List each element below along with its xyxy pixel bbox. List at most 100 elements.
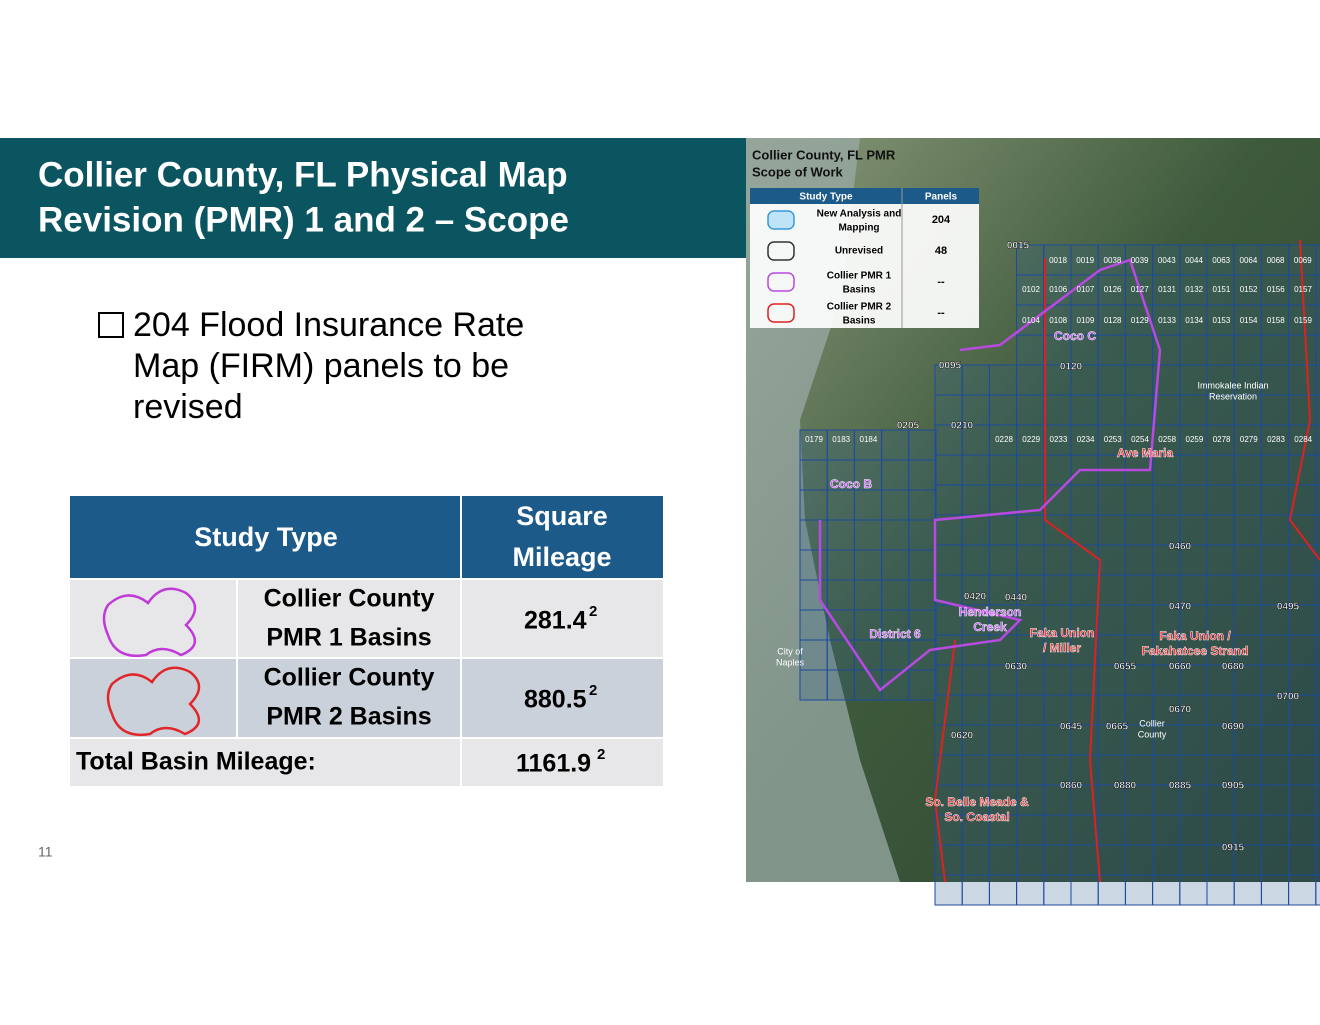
panel-label: 0106 xyxy=(1049,285,1067,294)
title: Collier County, FL Physical Map xyxy=(38,155,568,194)
row-label: PMR 2 Basins xyxy=(266,703,431,731)
region-label: Henderson xyxy=(959,605,1022,619)
panel-label: 0095 xyxy=(939,361,962,372)
table-header: Study Type xyxy=(194,522,338,552)
page-number: 11 xyxy=(38,844,53,860)
panel-label: 0885 xyxy=(1169,781,1192,792)
panel-label: 0905 xyxy=(1222,781,1245,792)
panel-label: 0183 xyxy=(832,435,850,444)
panel-label: 0102 xyxy=(1022,285,1040,294)
panel-label: 0064 xyxy=(1240,256,1258,265)
bullet-text: Map (FIRM) panels to be xyxy=(133,347,509,385)
panel-label: 0063 xyxy=(1212,256,1230,265)
panel-label: 0915 xyxy=(1222,843,1245,854)
checkbox xyxy=(98,312,124,338)
panel-label: 0068 xyxy=(1267,256,1285,265)
table-header: Mileage xyxy=(512,542,611,572)
place-label: Immokalee Indian xyxy=(1197,380,1268,390)
panel-label: 0495 xyxy=(1277,602,1300,613)
bullet-text: 204 Flood Insurance Rate xyxy=(133,306,524,344)
legend-icon xyxy=(767,272,795,292)
map-title: Collier County, FL PMR xyxy=(752,147,896,162)
panel-label: 0470 xyxy=(1169,602,1192,613)
panel-label: 0131 xyxy=(1158,285,1176,294)
header: Collier County, FL Physical Map Revision … xyxy=(38,155,569,239)
legend-label: Basins xyxy=(843,316,876,327)
panel-label: 0700 xyxy=(1277,692,1300,703)
panel-label: 0108 xyxy=(1049,316,1067,325)
header-bar xyxy=(0,138,748,258)
panel-label: 0154 xyxy=(1240,316,1258,325)
panel-label: 0645 xyxy=(1060,722,1083,733)
panel-label: 0015 xyxy=(1007,241,1030,252)
panel-label: 0880 xyxy=(1114,781,1137,792)
row-exponent: 2 xyxy=(589,603,597,620)
table-header: Square xyxy=(516,501,608,531)
panel-label: 0229 xyxy=(1022,435,1040,444)
panel-label: 0152 xyxy=(1240,285,1258,294)
panel-label: 0279 xyxy=(1240,435,1258,444)
panel-label: 0620 xyxy=(951,731,974,742)
place-label: Collier xyxy=(1139,718,1165,728)
panel-label: 0151 xyxy=(1213,285,1231,294)
legend-value: -- xyxy=(937,276,945,288)
panel-label: 0284 xyxy=(1294,435,1312,444)
panel-label: 0460 xyxy=(1169,542,1192,553)
panel-label: 0120 xyxy=(1060,362,1083,373)
region-label: Coco B xyxy=(830,477,872,491)
place-label: County xyxy=(1138,729,1167,739)
panel-label: 0655 xyxy=(1114,662,1137,673)
panel-label: 0860 xyxy=(1060,781,1083,792)
legend-header: Panels xyxy=(925,192,958,203)
legend-label: Unrevised xyxy=(835,246,883,257)
region-label: So. Coastal xyxy=(944,810,1009,824)
panel-label: 0205 xyxy=(897,421,920,432)
legend-label: Mapping xyxy=(838,223,879,234)
panel-label: 0018 xyxy=(1049,256,1067,265)
title: Revision (PMR) 1 and 2 – Scope xyxy=(38,200,569,239)
panel-label: 0069 xyxy=(1294,256,1312,265)
panel-label: 0128 xyxy=(1104,316,1122,325)
legend-label: New Analysis and xyxy=(817,209,902,220)
panel-label: 0254 xyxy=(1131,435,1149,444)
place-label: Reservation xyxy=(1209,391,1257,401)
panel-label: 0665 xyxy=(1106,722,1129,733)
total-value: 1161.9 xyxy=(516,750,591,778)
panel-label: 0129 xyxy=(1131,316,1149,325)
map-title: Scope of Work xyxy=(752,164,844,179)
region-label: Creek xyxy=(973,620,1007,634)
legend-icon xyxy=(767,210,795,230)
panel-label: 0258 xyxy=(1158,435,1176,444)
legend-value: -- xyxy=(937,307,945,319)
panel-label: 0234 xyxy=(1077,435,1095,444)
panel-label: 0420 xyxy=(964,592,987,603)
legend-value: 48 xyxy=(935,245,947,257)
row-value: 281.4 xyxy=(524,607,587,635)
panel-label: 0133 xyxy=(1158,316,1176,325)
region-label: Fakahatcee Strand xyxy=(1142,644,1249,658)
panel-label: 0104 xyxy=(1022,316,1040,325)
legend-icon xyxy=(767,303,795,323)
place-label: City of xyxy=(777,646,803,656)
panel-label: 0283 xyxy=(1267,435,1285,444)
total-exponent: 2 xyxy=(597,746,605,763)
legend-header: Study Type xyxy=(799,192,853,203)
panel-label: 0107 xyxy=(1077,285,1095,294)
panel-label: 0039 xyxy=(1131,256,1149,265)
panel-label: 0233 xyxy=(1050,435,1068,444)
panel-label: 0253 xyxy=(1104,435,1122,444)
map: Collier County, FL PMR Scope of Work Study… xyxy=(746,138,1320,906)
panel-label: 0043 xyxy=(1158,256,1176,265)
row-exponent: 2 xyxy=(589,682,597,699)
panel-label: 0038 xyxy=(1104,256,1122,265)
place-label: Naples xyxy=(776,657,805,667)
panel-label: 0179 xyxy=(805,435,823,444)
total-label: Total Basin Mileage: xyxy=(76,748,316,776)
panel-label: 0132 xyxy=(1185,285,1203,294)
panel-label: 0660 xyxy=(1169,662,1192,673)
panel-label: 0259 xyxy=(1186,435,1204,444)
panel-label: 0153 xyxy=(1213,316,1231,325)
region-label: Faka Union / xyxy=(1159,629,1231,643)
region-label: Faka Union xyxy=(1030,626,1095,640)
